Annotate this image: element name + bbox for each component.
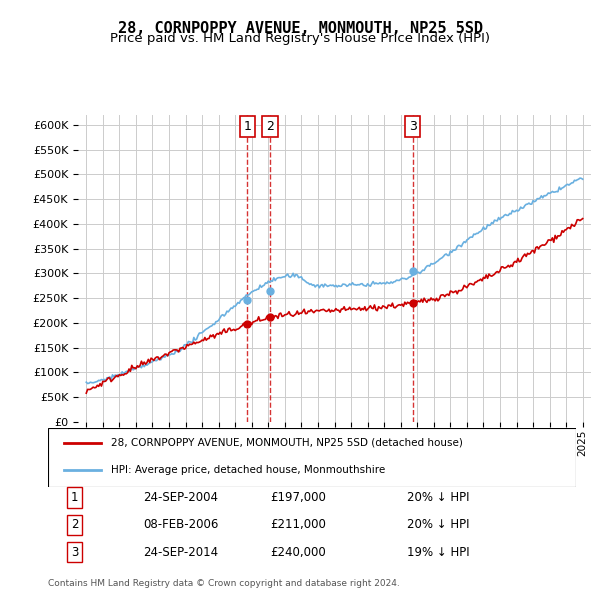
Text: 2: 2	[71, 519, 78, 532]
Text: £240,000: £240,000	[270, 546, 326, 559]
Text: 2: 2	[266, 120, 274, 133]
Text: 19% ↓ HPI: 19% ↓ HPI	[407, 546, 470, 559]
Text: 08-FEB-2006: 08-FEB-2006	[143, 519, 218, 532]
Text: 24-SEP-2004: 24-SEP-2004	[143, 491, 218, 504]
FancyBboxPatch shape	[48, 428, 576, 487]
Text: 28, CORNPOPPY AVENUE, MONMOUTH, NP25 5SD (detached house): 28, CORNPOPPY AVENUE, MONMOUTH, NP25 5SD…	[112, 438, 463, 447]
Text: Price paid vs. HM Land Registry's House Price Index (HPI): Price paid vs. HM Land Registry's House …	[110, 32, 490, 45]
Text: 28, CORNPOPPY AVENUE, MONMOUTH, NP25 5SD: 28, CORNPOPPY AVENUE, MONMOUTH, NP25 5SD	[118, 21, 482, 35]
Text: 3: 3	[71, 546, 78, 559]
Text: 20% ↓ HPI: 20% ↓ HPI	[407, 519, 470, 532]
Text: HPI: Average price, detached house, Monmouthshire: HPI: Average price, detached house, Monm…	[112, 466, 386, 475]
Text: £197,000: £197,000	[270, 491, 326, 504]
Text: 24-SEP-2014: 24-SEP-2014	[143, 546, 218, 559]
Text: Contains HM Land Registry data © Crown copyright and database right 2024.
This d: Contains HM Land Registry data © Crown c…	[48, 579, 400, 590]
Text: 3: 3	[409, 120, 417, 133]
Text: 20% ↓ HPI: 20% ↓ HPI	[407, 491, 470, 504]
Text: 1: 1	[244, 120, 251, 133]
Text: £211,000: £211,000	[270, 519, 326, 532]
Text: 1: 1	[71, 491, 78, 504]
